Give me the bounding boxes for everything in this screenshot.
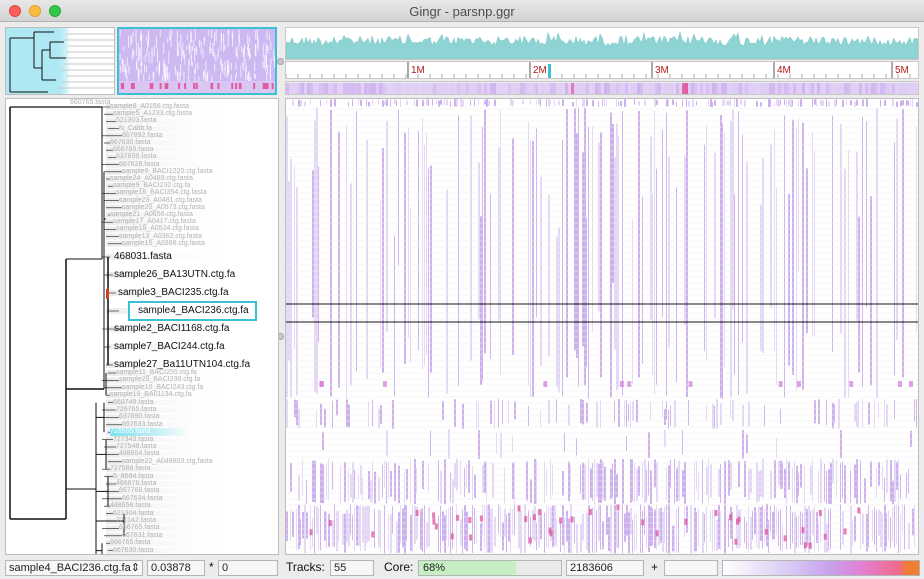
tree-leaf[interactable]: 666765.fasta [119,524,160,532]
tree-leaf[interactable]: 637899.fasta [116,153,157,161]
tree-leaf[interactable]: sample25_BACI238.ctg.fa [119,376,201,384]
alignment-panel[interactable] [285,98,919,555]
genome-ruler[interactable]: 1M 2M 3M 4M 5M [285,61,919,79]
tree-leaf[interactable]: 667633.fasta [122,420,163,428]
tree-leaf[interactable]: 5_8684.fasta [113,472,154,480]
tree-leaf[interactable]: sample11_BACI255.ctg.fa [116,369,197,376]
blank-field [664,560,718,576]
tree-leaf[interactable]: 667631.fasta [122,531,163,539]
core-label: Core: [384,560,414,574]
tree-leaf[interactable]: sample20_A0573.ctg.fasta [122,203,205,211]
tree-leaf[interactable]: sample5_A1233.ctg.fasta [113,110,192,118]
tree-leaf[interactable]: 721142.fasta [116,517,156,524]
tree-branches [9,104,236,554]
tree-leaf[interactable]: 726505.fasta [110,428,191,437]
tree-leaf[interactable]: sample7_BACI244.ctg.fa [114,341,225,352]
tree-leaf[interactable]: 667634.fasta [122,494,163,502]
tree-top-label: 660765.fasta [70,99,111,106]
overview-alignment-viewport[interactable] [117,27,277,95]
tree-leaf[interactable]: sample8_A0156.ctg.fasta [110,103,189,110]
selected-sequence-field: sample4_BACI236.ctg.fa ⇕ [5,560,143,576]
tree-leaf[interactable]: 660749.fasta [113,398,154,406]
tree-leaf[interactable]: 468031.fasta [114,251,172,262]
overview-alignment-graphic [119,29,275,93]
tree-leaf[interactable]: 667892.fasta [122,131,163,139]
tree-leaf[interactable]: sample13_A0362.ctg.fasta [119,232,202,240]
zero-value-field: 0 [218,560,278,576]
tree-leaf[interactable]: sample24_A0489.ctg.fasta [110,175,193,182]
tree-leaf[interactable]: 667630.fasta [113,546,154,554]
minimize-window-button[interactable] [29,5,41,17]
tree-leaf[interactable]: 466676.fasta [116,480,157,487]
tree-leaf-selected[interactable]: sample4_BACI236.ctg.fa [128,301,257,321]
splitter-handle-top[interactable] [277,58,284,65]
tree-leaf[interactable]: sample26_BA13UTN.ctg.fa [114,269,236,280]
overview-tree[interactable] [5,27,115,95]
tracks-count: 55 [330,560,374,576]
tree-leaf[interactable]: 666765.fasta [113,146,154,154]
position-field: 2183606 [566,560,644,576]
ruler-tick-label: 2M [533,65,547,76]
tree-leaf[interactable]: 488654.fasta [119,450,160,458]
ruler-tick-label: 5M [895,65,909,76]
tree-leaf[interactable]: sample27_Ba11UTN104.ctg.fa [114,359,251,370]
tree-leaf[interactable]: sample6_BACI1220.ctg.fasta [122,167,213,175]
plus-icon[interactable]: + [651,560,659,574]
tree-leaf[interactable]: sample19_BA01134.ctg.fa [110,391,192,399]
tree-leaf[interactable]: 667768.fasta [119,487,160,495]
snp-density-graphic [286,83,918,94]
coverage-graph [286,31,918,59]
tree-leaf[interactable]: sample22_A048803.ctg.fasta [122,457,213,465]
tree-leaf[interactable]: sample16_BACI354.ctg.fasta [116,189,207,197]
tree-leaf[interactable]: sample3_BACI235.ctg.fa [118,287,229,298]
core-percent: 68% [423,562,446,574]
tree-leaf[interactable]: sample18_A0524.ctg.fasta [116,225,199,233]
star-label: * [209,560,214,574]
distance-value-field: 0.03878 [147,560,205,576]
current-position-marker[interactable] [548,64,551,78]
tree-leaf[interactable]: sample23_A0481.ctg.fasta [119,196,202,204]
tree-leaf[interactable]: 727548.fasta [116,443,157,450]
selected-sequence-name: sample4_BACI236.ctg.fa [9,562,131,574]
tree-leaf[interactable]: 667628.fasta [119,160,160,168]
ruler-tick-label: 1M [411,65,425,76]
tree-leaf[interactable]: 667630.fasta [110,139,151,146]
tree-leaf[interactable]: 637890.fasta [119,413,160,421]
stepper-icon[interactable]: ⇕ [130,562,140,574]
tree-leaf[interactable]: 521303.fasta [116,117,157,125]
ruler-tick-label: 3M [655,65,669,76]
title-bar: Gingr - parsnp.ggr [0,0,924,22]
tree-leaf[interactable]: 488658.fasta [110,502,151,510]
tree-leaf[interactable]: sample2_BACI1168.ctg.fa [114,323,230,334]
tree-leaf[interactable]: sample10_BACI243.ctg.fa [122,383,204,391]
tree-leaf[interactable]: 726765.fasta [116,406,157,413]
tree-leaf[interactable]: sample15_A0368.ctg.fasta [122,239,205,247]
tree-leaf[interactable]: sample9_BACI232.ctg.fa [113,182,191,190]
tree-leaf[interactable]: sample17_A0417.ctg.fasta [113,218,196,226]
tree-leaf[interactable]: 727588.fasta [110,465,151,473]
snp-density-strip [285,81,919,95]
tree-leaf[interactable]: 621304.fasta [113,509,154,517]
tree-leaf[interactable]: sample21_A0656.ctg.fasta [110,211,193,218]
close-window-button[interactable] [9,5,21,17]
tracks-label: Tracks: [286,560,325,574]
core-progress-bar: 68% [418,560,562,576]
coverage-plot [285,27,919,60]
color-scale-legend [722,560,920,576]
window-title: Gingr - parsnp.ggr [409,4,515,19]
phylogenetic-tree-panel[interactable]: 660765.fasta sample8_A0156.ctg.fasta samp… [5,98,279,555]
alignment-variants [286,99,918,554]
overview-tree-graphic [6,28,114,94]
core-progress-fill [419,561,516,575]
zoom-window-button[interactable] [49,5,61,17]
ruler-ticks: 1M 2M 3M 4M 5M [285,62,911,78]
tree-leaf[interactable]: 666765.fasta [110,539,151,547]
tree-leaf[interactable]: 637881.fasta [116,554,156,555]
ruler-tick-label: 4M [777,65,791,76]
tree-leaf[interactable]: N_Caltb.fa [119,124,153,132]
status-bar: sample4_BACI236.ctg.fa ⇕ 0.03878 * 0 Tra… [0,557,924,579]
tree-leaf[interactable]: 727343.fasta [113,435,154,443]
